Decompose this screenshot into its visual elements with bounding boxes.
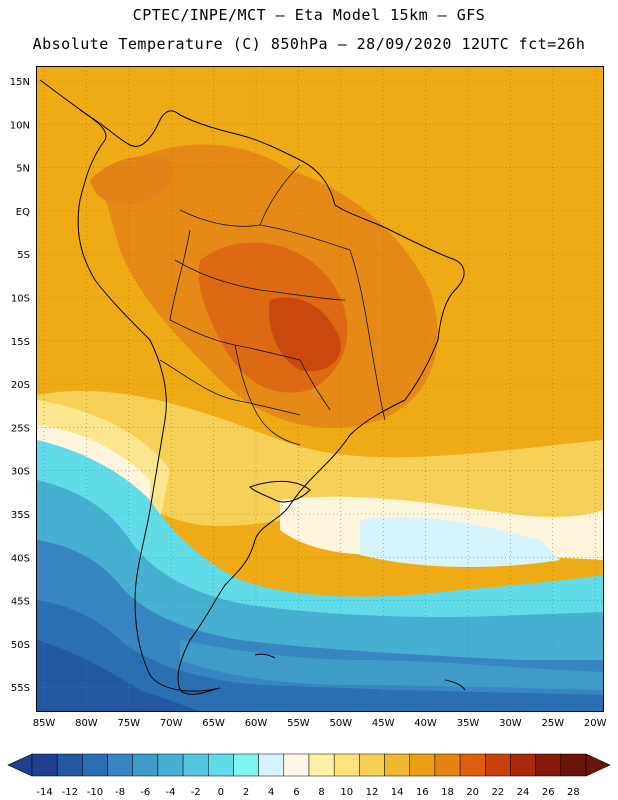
lon-label: 30W xyxy=(499,718,522,729)
colorbar-swatch xyxy=(157,753,184,777)
colorbar-label: 0 xyxy=(218,787,224,798)
lat-label: 35S xyxy=(11,510,30,521)
lat-label: EQ xyxy=(16,207,30,218)
lon-label: 25W xyxy=(541,718,564,729)
lon-label: 40W xyxy=(414,718,437,729)
map-frame xyxy=(36,66,604,712)
colorbar-swatch xyxy=(535,753,562,777)
colorbar-label: -6 xyxy=(140,787,150,798)
lat-label: 25S xyxy=(11,423,30,434)
colorbar-swatch xyxy=(56,753,83,777)
colorbar-label: 2 xyxy=(243,787,249,798)
lon-label: 65W xyxy=(202,718,225,729)
colorbar-label: 26 xyxy=(542,787,555,798)
longitude-labels: 85W 80W 75W 70W 65W 60W 55W 50W 45W 40W 35W 30W 25W 2… xyxy=(33,718,607,729)
colorbar-label: 22 xyxy=(491,787,504,798)
colorbar-swatch xyxy=(384,753,410,777)
lon-label: 80W xyxy=(75,718,98,729)
lat-label: 15N xyxy=(10,77,30,88)
colorbar-label: 6 xyxy=(293,787,299,798)
colorbar-arrow-right xyxy=(585,753,611,777)
lon-label: 85W xyxy=(33,718,56,729)
colorbar-swatch xyxy=(333,753,360,777)
colorbar-swatch xyxy=(258,753,285,777)
colorbar-swatch xyxy=(107,753,133,777)
lon-label: 75W xyxy=(117,718,140,729)
colorbar-swatch xyxy=(208,753,234,777)
colorbar-label: -12 xyxy=(62,787,78,798)
colorbar-label: 14 xyxy=(391,787,404,798)
colorbar: -14 -12 -10 -8 -6 -4 -2 0 2 4 6 8 10 12 14 16 18 20 22 24 26… xyxy=(7,753,611,798)
lon-label: 45W xyxy=(372,718,395,729)
lat-label: 15S xyxy=(11,337,30,348)
colorbar-label: 24 xyxy=(517,787,530,798)
country-borders xyxy=(159,164,386,446)
colorbar-swatch xyxy=(359,753,385,777)
colorbar-swatch xyxy=(182,753,209,777)
colorbar-label: 16 xyxy=(416,787,429,798)
chart-title-line1: CPTEC/INPE/MCT – Eta Model 15km – GFS xyxy=(132,6,486,24)
colorbar-swatch xyxy=(409,753,436,777)
lat-label: 50S xyxy=(11,640,30,651)
colorbar-swatch xyxy=(283,753,310,777)
colorbar-swatch xyxy=(560,753,587,777)
lon-label: 20W xyxy=(584,718,607,729)
colorbar-swatch xyxy=(485,753,511,777)
colorbar-label: 20 xyxy=(466,787,479,798)
colorbar-swatch xyxy=(459,753,486,777)
colorbar-swatch xyxy=(510,753,536,777)
chart-title-line2: Absolute Temperature (C) 850hPa – 28/09/… xyxy=(32,35,586,53)
lat-label: 55S xyxy=(11,683,30,694)
colorbar-label: -8 xyxy=(115,787,125,798)
colorbar-swatch xyxy=(132,753,159,777)
colorbar-swatch xyxy=(82,753,108,777)
lat-label: 30S xyxy=(11,467,30,478)
lon-label: 60W xyxy=(245,718,268,729)
colorbar-label: -2 xyxy=(191,787,201,798)
colorbar-label: -4 xyxy=(166,787,176,798)
colorbar-label: 28 xyxy=(567,787,580,798)
latitude-labels: 15N 10N 5N EQ 5S 10S 15S 20S 25S 30S 35S 40S 45S 50S 5… xyxy=(10,77,30,694)
colorbar-label: -10 xyxy=(87,787,103,798)
coastlines xyxy=(39,79,466,695)
colorbar-label: 8 xyxy=(318,787,324,798)
lat-label: 20S xyxy=(11,380,30,391)
colorbar-swatch xyxy=(31,753,58,777)
colorbar-label: 18 xyxy=(441,787,454,798)
lon-label: 50W xyxy=(329,718,352,729)
colorbar-swatch xyxy=(308,753,335,777)
colorbar-arrow-left xyxy=(7,753,33,777)
lat-label: 10N xyxy=(10,120,30,131)
lat-label: 10S xyxy=(11,294,30,305)
lon-label: 55W xyxy=(287,718,310,729)
colorbar-label: -14 xyxy=(36,787,52,798)
colorbar-label: 10 xyxy=(340,787,353,798)
lat-label: 45S xyxy=(11,597,30,608)
lat-label: 5S xyxy=(17,250,30,261)
colorbar-swatch xyxy=(233,753,259,777)
colorbar-label: 12 xyxy=(366,787,379,798)
lon-label: 35W xyxy=(457,718,480,729)
colorbar-swatch xyxy=(434,753,461,777)
colorbar-label: 4 xyxy=(268,787,274,798)
lat-label: 40S xyxy=(11,553,30,564)
lon-label: 70W xyxy=(160,718,183,729)
temperature-field xyxy=(37,67,603,711)
lat-label: 5N xyxy=(16,164,30,175)
